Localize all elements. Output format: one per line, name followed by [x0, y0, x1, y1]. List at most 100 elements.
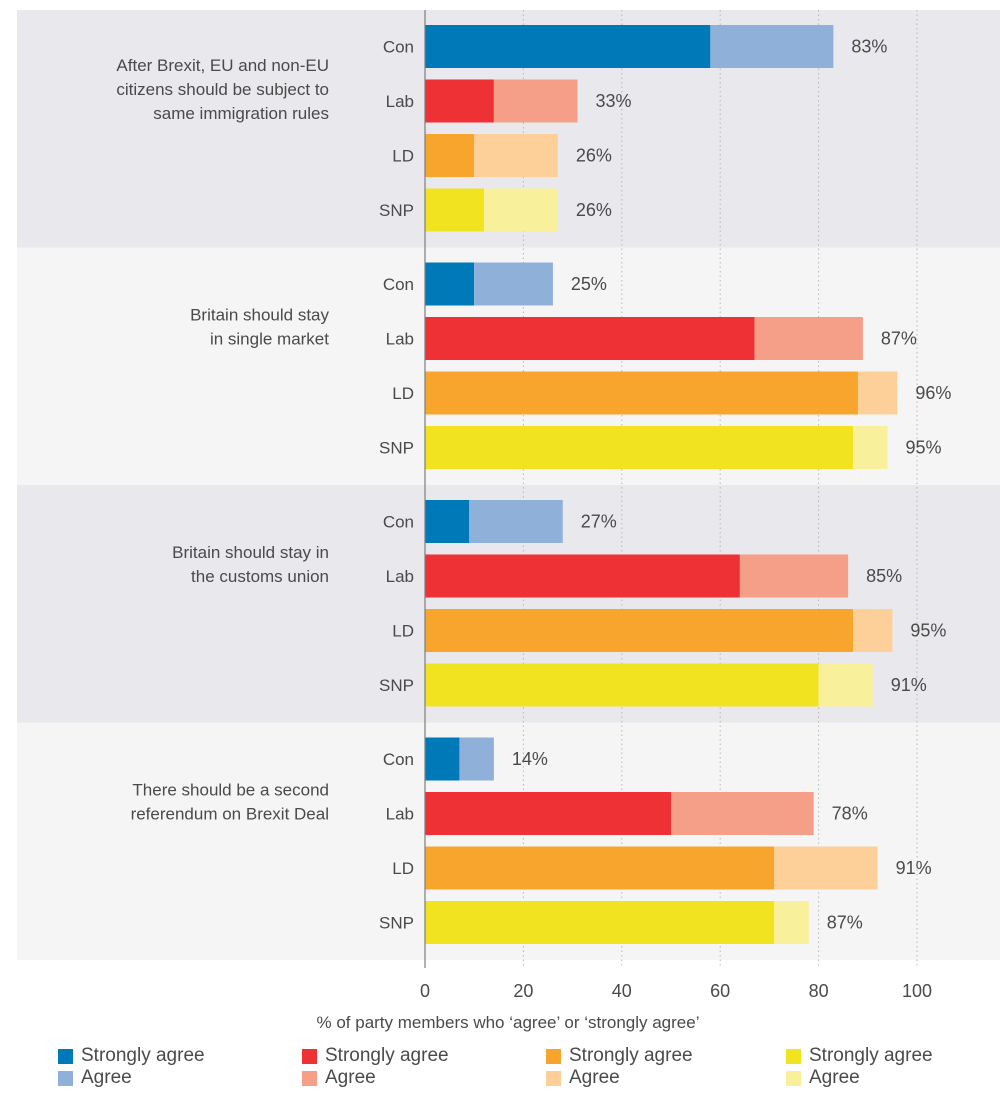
- value-label: 26%: [576, 200, 612, 220]
- value-label: 95%: [905, 438, 941, 458]
- party-label: Con: [383, 513, 414, 532]
- legend: Strongly agree Agree Strongly agree Agree St…: [0, 1045, 1000, 1120]
- legend-item: Agree: [58, 1067, 132, 1089]
- legend-label: Strongly agree: [325, 1045, 449, 1066]
- bar-strongly-agree: [425, 609, 854, 652]
- party-label: Lab: [386, 567, 414, 586]
- party-label: LD: [392, 147, 414, 166]
- party-label: SNP: [379, 439, 414, 458]
- bar-strongly-agree: [425, 846, 775, 890]
- group-label-line: Britain should stay in: [172, 543, 329, 562]
- value-label: 14%: [512, 749, 548, 769]
- legend-item: Strongly agree: [786, 1045, 933, 1067]
- bar-agree: [853, 426, 888, 469]
- x-tick-label: 0: [420, 981, 430, 1001]
- value-label: 25%: [571, 274, 607, 294]
- legend-label: Agree: [569, 1067, 620, 1088]
- bar-agree: [484, 188, 558, 232]
- party-label: Lab: [386, 805, 414, 824]
- bar-strongly-agree: [425, 371, 858, 415]
- bar-agree: [774, 901, 809, 944]
- legend-swatch: [58, 1048, 73, 1064]
- bar-strongly-agree: [425, 426, 854, 469]
- group-label-line: referendum on Brexit Deal: [131, 804, 329, 823]
- legend-swatch: [786, 1070, 801, 1086]
- value-label: 26%: [576, 146, 612, 166]
- group-label-line: in single market: [210, 329, 329, 348]
- legend-item: Agree: [302, 1067, 376, 1089]
- legend-label: Agree: [81, 1067, 132, 1088]
- legend-swatch: [58, 1070, 73, 1086]
- bar-strongly-agree: [425, 79, 494, 123]
- legend-swatch: [546, 1070, 561, 1086]
- bar-strongly-agree: [425, 901, 775, 944]
- labels-layer: After Brexit, EU and non-EU citizens shou…: [116, 37, 951, 933]
- bar-strongly-agree: [425, 262, 475, 306]
- legend-swatch: [786, 1048, 801, 1064]
- x-tick-label: 100: [902, 981, 932, 1001]
- party-label: Lab: [386, 330, 414, 349]
- x-tick-label: 40: [612, 981, 632, 1001]
- x-tick-labels: 0 20 40 60 80 100: [420, 981, 932, 1001]
- x-tick-label: 60: [710, 981, 730, 1001]
- legend-label: Strongly agree: [809, 1045, 933, 1066]
- party-label: Lab: [386, 92, 414, 111]
- group-label-line: the customs union: [191, 567, 329, 586]
- group-label: There should be a second referendum on Br…: [131, 780, 329, 823]
- stacked-bar-chart: After Brexit, EU and non-EU citizens shou…: [17, 10, 1000, 1032]
- group-label-line: Britain should stay: [190, 305, 329, 324]
- value-label: 85%: [866, 566, 902, 586]
- bars-layer: [425, 25, 898, 944]
- legend-item: Strongly agree: [302, 1045, 449, 1067]
- bar-strongly-agree: [425, 317, 755, 360]
- bar-strongly-agree: [425, 663, 819, 707]
- legend-item: Strongly agree: [546, 1045, 693, 1067]
- x-tick-label: 80: [809, 981, 829, 1001]
- bar-agree: [857, 371, 898, 415]
- bar-agree: [710, 25, 834, 68]
- bar-agree: [469, 500, 563, 543]
- legend-item: Strongly agree: [58, 1045, 205, 1067]
- value-label: 96%: [915, 383, 951, 403]
- value-label: 91%: [891, 675, 927, 695]
- bar-agree: [493, 79, 578, 123]
- value-label: 87%: [881, 329, 917, 349]
- party-label: SNP: [379, 201, 414, 220]
- bar-agree: [853, 609, 893, 652]
- bar-strongly-agree: [425, 188, 485, 232]
- legend-item: Agree: [786, 1067, 860, 1089]
- group-label-line: same immigration rules: [153, 104, 329, 123]
- group-label: Britain should stay in the customs union: [172, 543, 329, 586]
- bar-agree: [818, 663, 873, 707]
- legend-item: Agree: [546, 1067, 620, 1089]
- x-tick-label: 20: [513, 981, 533, 1001]
- x-axis-label: % of party members who ‘agree’ or ‘stron…: [317, 1013, 700, 1032]
- party-label: LD: [392, 384, 414, 403]
- value-label: 78%: [832, 804, 868, 824]
- legend-swatch: [302, 1070, 317, 1086]
- bar-strongly-agree: [425, 134, 475, 177]
- value-label: 87%: [827, 913, 863, 933]
- value-label: 91%: [896, 858, 932, 878]
- bar-strongly-agree: [425, 25, 711, 68]
- bar-agree: [739, 554, 849, 598]
- party-label: LD: [392, 622, 414, 641]
- value-label: 33%: [596, 91, 632, 111]
- bar-strongly-agree: [425, 737, 460, 781]
- value-label: 95%: [910, 621, 946, 641]
- group-label-line: There should be a second: [132, 780, 329, 799]
- legend-label: Strongly agree: [81, 1045, 205, 1066]
- party-label: Con: [383, 38, 414, 57]
- party-label: Con: [383, 750, 414, 769]
- legend-label: Agree: [809, 1067, 860, 1088]
- bar-agree: [474, 134, 558, 177]
- legend-label: Agree: [325, 1067, 376, 1088]
- group-label-line: citizens should be subject to: [116, 80, 329, 99]
- bar-strongly-agree: [425, 500, 470, 543]
- bar-agree: [474, 262, 553, 306]
- value-label: 27%: [581, 512, 617, 532]
- group-label-line: After Brexit, EU and non-EU: [116, 56, 329, 75]
- party-label: SNP: [379, 676, 414, 695]
- party-label: Con: [383, 275, 414, 294]
- group-label: After Brexit, EU and non-EU citizens shou…: [116, 56, 329, 123]
